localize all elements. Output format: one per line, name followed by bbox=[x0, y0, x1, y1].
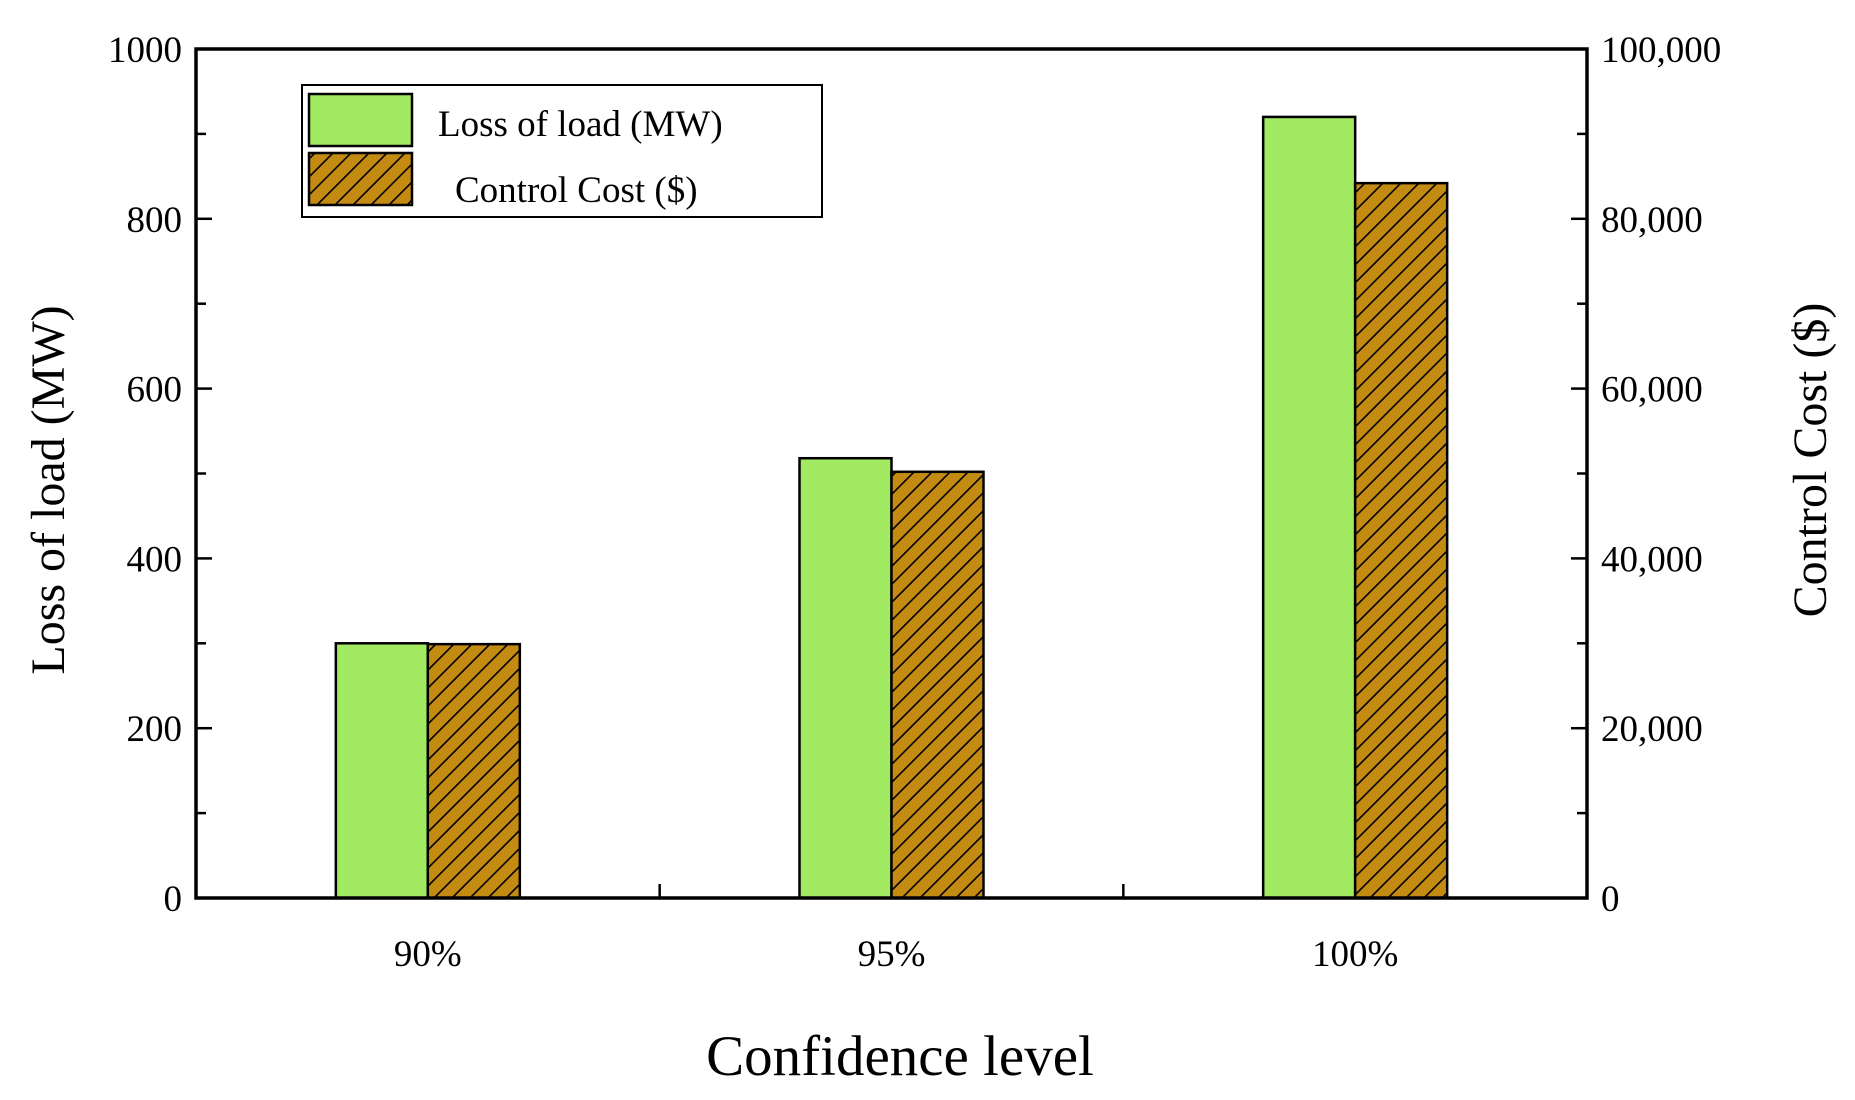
labels-layer: 0 200 400 600 800 1000 0 20,000 40,000 60,000 80,0… bbox=[108, 30, 1721, 975]
x-axis-title: Confidence level bbox=[706, 1025, 1094, 1088]
legend: Loss of load (MW) Control Cost ($) bbox=[301, 84, 823, 218]
bar-loss-of-load-0 bbox=[334, 642, 430, 900]
y-axis-title: Loss of load (MW) bbox=[22, 305, 75, 674]
y-tick-label: 600 bbox=[127, 370, 183, 411]
bar-control-cost-0 bbox=[426, 642, 522, 900]
y-tick-label: 0 bbox=[164, 879, 183, 920]
bar-control-cost-1 bbox=[890, 470, 985, 900]
y-tick-label: 200 bbox=[127, 709, 183, 750]
x-tick-label: 90% bbox=[394, 934, 462, 975]
bar-loss-of-load-1 bbox=[798, 456, 893, 900]
legend-swatch-loss-of-load bbox=[307, 92, 414, 148]
axes-layer bbox=[194, 47, 1589, 900]
legend-label-loss-of-load: Loss of load (MW) bbox=[438, 104, 723, 145]
y-tick-label: 1000 bbox=[108, 30, 182, 71]
y2-tick-label: 20,000 bbox=[1601, 709, 1703, 750]
bar-loss-of-load-2 bbox=[1261, 115, 1357, 900]
y2-tick-label: 100,000 bbox=[1601, 30, 1721, 71]
x-tick-label: 100% bbox=[1312, 934, 1398, 975]
legend-label-control-cost: Control Cost ($) bbox=[455, 170, 698, 211]
bars-layer bbox=[334, 115, 1449, 900]
y2-tick-label: 40,000 bbox=[1601, 539, 1703, 580]
legend-swatch-control-cost bbox=[307, 151, 414, 207]
x-tick-label: 95% bbox=[858, 934, 926, 975]
y2-tick-label: 80,000 bbox=[1601, 200, 1703, 241]
y-tick-label: 400 bbox=[127, 539, 183, 580]
y2-axis-title: Control Cost ($) bbox=[1784, 303, 1837, 618]
y2-tick-label: 60,000 bbox=[1601, 370, 1703, 411]
bar-control-cost-2 bbox=[1353, 181, 1449, 900]
y2-tick-label: 0 bbox=[1601, 879, 1620, 920]
y-tick-label: 800 bbox=[127, 200, 183, 241]
